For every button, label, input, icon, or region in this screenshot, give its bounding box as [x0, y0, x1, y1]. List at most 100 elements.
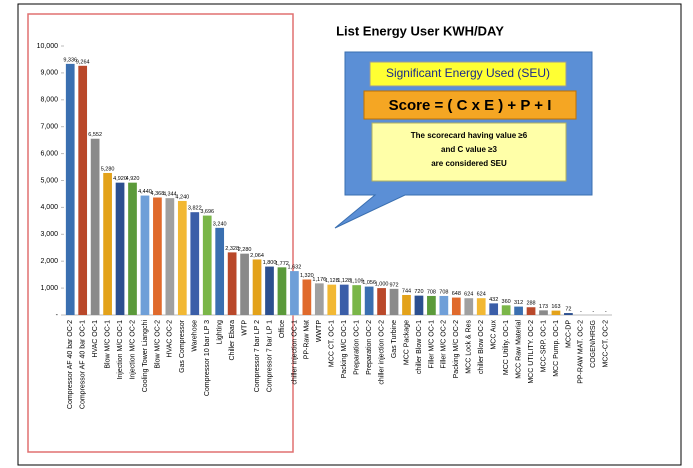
x-tick-label: COGEN/HRSG [590, 320, 597, 368]
x-tick-label: Injection M/C OC-2 [129, 320, 136, 380]
x-tick-label: MCC-CT. OC-2 [603, 320, 610, 368]
bar [539, 310, 548, 315]
x-tick-label: Gas Compressor [179, 319, 186, 373]
value-label: 312 [514, 300, 523, 306]
bar [252, 259, 262, 315]
value-label: 3,696 [200, 209, 214, 215]
callout-formula-box [363, 90, 577, 120]
x-tick-label: Lighting [217, 320, 224, 345]
x-tick-label: Compressor 7 bar LP 2 [254, 320, 261, 392]
bar [302, 279, 312, 315]
x-tick-label: MCC-DP [565, 320, 572, 348]
y-tick-label: 9,000 [40, 70, 58, 77]
x-tick-label: Cooling Tower Liangchi [142, 320, 149, 393]
y-tick-label: 10,000 [37, 43, 59, 50]
bar [202, 215, 212, 315]
bar [240, 253, 249, 315]
x-tick-label: Compressor AF 40 bar OC-2 [67, 320, 74, 409]
x-tick-label: MCC CT. OC-1 [329, 320, 336, 367]
x-tick-label: MCC Lock & Res [466, 320, 473, 374]
value-label: 1,320 [300, 273, 314, 279]
value-label: 708 [439, 289, 448, 295]
y-tick-label: 2,000 [40, 258, 58, 265]
bar [190, 212, 200, 315]
bar [489, 303, 499, 315]
value-label: 1,128 [325, 278, 339, 284]
y-tick-label: 3,000 [40, 231, 58, 238]
x-tick-label: MCC Aux [491, 320, 498, 350]
value-label: 1,800 [263, 260, 277, 266]
value-label: - [605, 308, 607, 314]
x-tick-label: MCC Raw Material [515, 320, 522, 379]
value-label: 1,632 [288, 265, 302, 271]
bar [414, 295, 424, 315]
value-label: 972 [389, 282, 398, 288]
x-tick-label: Compressor AF 40 bar OC-1 [80, 320, 87, 409]
x-tick-label: Preparation OC-1 [354, 320, 361, 375]
value-label: 1,128 [337, 278, 351, 284]
callout-note: and C value ≥3 [441, 145, 498, 154]
value-label: 5,280 [101, 166, 115, 172]
bar [476, 298, 486, 315]
bar [290, 271, 299, 315]
x-tick-label: WTP [241, 320, 248, 336]
bar [314, 283, 324, 315]
x-tick-label: Filler M/C OC-1 [428, 320, 435, 369]
value-label: 624 [477, 292, 486, 298]
value-label: 744 [402, 288, 411, 294]
value-label: 3,822 [188, 206, 202, 212]
x-tick-label: HVAC OC-2 [167, 320, 174, 358]
bar [65, 63, 75, 315]
value-label: 2,328 [225, 246, 239, 252]
value-label: 2,280 [238, 247, 252, 253]
value-label: 1,056 [362, 280, 376, 286]
x-tick-label: MCC UTILITY. OC-2 [528, 320, 535, 384]
y-tick-label: 6,000 [40, 150, 58, 157]
bar [140, 195, 150, 315]
x-tick-label: MCC Pump. OC-1 [553, 320, 560, 377]
value-label: 173 [539, 304, 548, 310]
value-label: 6,552 [88, 132, 102, 138]
value-label: 3,240 [213, 221, 227, 227]
value-label: 360 [502, 299, 511, 305]
x-tick-label: Packing M/C OC-1 [341, 320, 348, 378]
value-label: 624 [464, 292, 473, 298]
bar [451, 297, 461, 315]
y-tick-label: 8,000 [40, 97, 58, 104]
bar [277, 267, 287, 315]
bar [177, 200, 187, 315]
callout-heading: Significant Energy Used (SEU) [386, 66, 550, 80]
x-tick-label: Packing M/C OC-2 [453, 320, 460, 378]
bar [215, 227, 225, 315]
x-tick-label: chiller Blow OC-1 [416, 320, 423, 374]
bar [439, 295, 449, 315]
bar [427, 295, 436, 315]
bar [327, 284, 337, 315]
bar [389, 288, 399, 315]
value-label: 72 [565, 307, 571, 313]
x-tick-label: MCC-SRP. OC-1 [540, 320, 547, 372]
chart-title: List Energy User KWH/DAY [336, 23, 504, 38]
highlight-box [27, 13, 294, 453]
callout-heading-box [369, 61, 567, 87]
value-label: 1,109 [350, 279, 364, 285]
value-label: 4,440 [138, 189, 152, 195]
bar [551, 310, 561, 315]
value-label: 9,264 [76, 59, 90, 65]
value-label: 4,344 [163, 192, 177, 198]
bar [265, 266, 274, 315]
value-label: 1,000 [375, 282, 389, 288]
value-label: - [580, 308, 582, 314]
bar [78, 65, 88, 315]
x-tick-label: Injection M/C OC-1 [117, 320, 124, 380]
value-label: 163 [551, 304, 560, 310]
value-label: 9,336 [63, 57, 77, 63]
x-tick-label: WWTP [316, 320, 323, 342]
x-tick-label: Compressor 7 bar LP 1 [266, 320, 273, 392]
x-tick-label: Blow M/C OC-1 [104, 320, 111, 369]
y-tick-label: 4,000 [40, 204, 58, 211]
callout-formula: Score = ( C x E ) + P + I [389, 97, 552, 114]
value-label: 4,920 [113, 176, 127, 182]
x-tick-label: Warehose [192, 320, 199, 352]
